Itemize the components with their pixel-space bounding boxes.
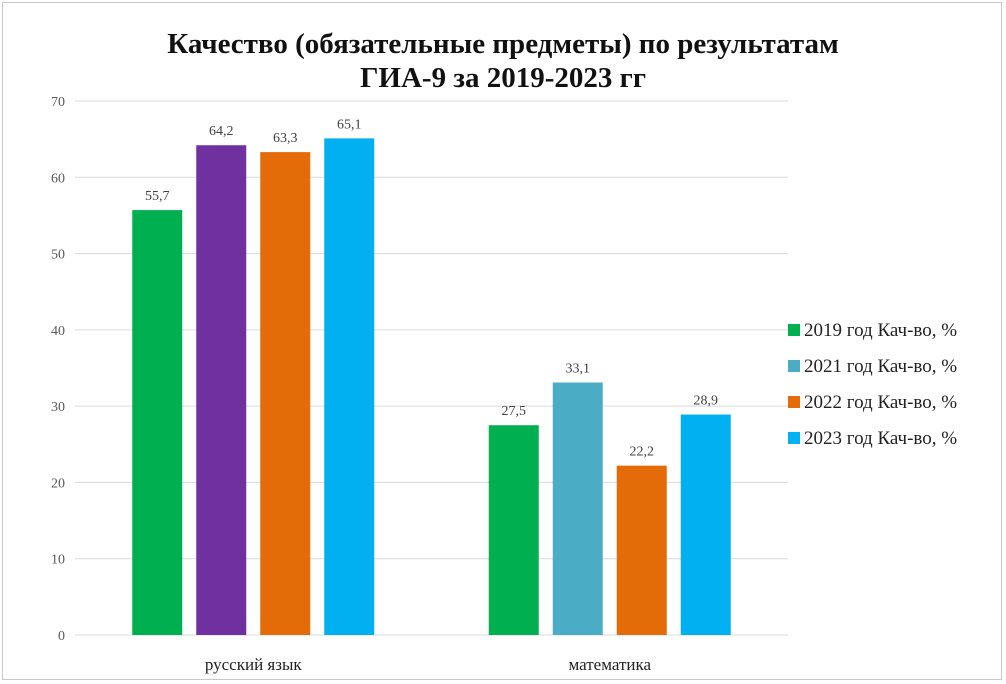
legend-label: 2019 год Кач-во, % bbox=[804, 320, 957, 341]
y-axis-ticks: 0 10 20 30 40 50 60 70 bbox=[51, 95, 65, 644]
bar bbox=[196, 145, 247, 635]
legend-label: 2023 год Кач-во, % bbox=[804, 428, 957, 449]
y-tick-label: 10 bbox=[51, 553, 65, 568]
legend-swatch bbox=[788, 324, 800, 336]
y-tick-label: 30 bbox=[51, 400, 65, 415]
chart-title-line-2: ГИА-9 за 2019-2023 гг bbox=[359, 62, 646, 94]
data-label: 55,7 bbox=[145, 189, 170, 204]
legend-swatch bbox=[788, 432, 800, 444]
legend: 2019 год Кач-во, % 2021 год Кач-во, % 2022… bbox=[788, 320, 957, 449]
x-category-label: математика bbox=[568, 655, 651, 674]
chart-title: Качество (обязательные предметы) по резу… bbox=[3, 27, 1003, 95]
y-tick-label: 70 bbox=[51, 95, 65, 110]
x-axis-categories: русский язык математика bbox=[205, 655, 652, 674]
bar bbox=[132, 210, 183, 636]
legend-label: 2021 год Кач-во, % bbox=[804, 356, 957, 377]
bar bbox=[324, 138, 375, 635]
legend-swatch bbox=[788, 396, 800, 408]
legend-label: 2022 год Кач-во, % bbox=[804, 392, 957, 413]
data-label: 63,3 bbox=[273, 131, 298, 146]
chart-title-line-1: Качество (обязательные предметы) по резу… bbox=[167, 28, 839, 60]
data-label: 28,9 bbox=[694, 394, 719, 409]
data-labels: 55,7 64,2 63,3 65,1 27,5 33,1 22,2 28,9 bbox=[145, 117, 718, 459]
data-label: 64,2 bbox=[209, 124, 234, 139]
bar bbox=[680, 414, 731, 635]
bar bbox=[616, 465, 667, 635]
legend-swatch bbox=[788, 360, 800, 372]
data-label: 22,2 bbox=[630, 445, 655, 460]
plot-area: 0 10 20 30 40 50 60 70 55,7 64,2 63,3 65,1 27,5 33,1… bbox=[51, 95, 957, 674]
bar bbox=[552, 382, 603, 635]
bar bbox=[260, 152, 311, 635]
y-tick-label: 60 bbox=[51, 171, 65, 186]
y-tick-label: 20 bbox=[51, 476, 65, 491]
data-label: 27,5 bbox=[502, 404, 527, 419]
y-tick-label: 40 bbox=[51, 324, 65, 339]
gridlines bbox=[75, 100, 788, 636]
y-tick-label: 0 bbox=[58, 629, 65, 644]
bars bbox=[132, 138, 731, 636]
y-tick-label: 50 bbox=[51, 248, 65, 263]
x-category-label: русский язык bbox=[205, 655, 303, 674]
data-label: 65,1 bbox=[337, 117, 362, 132]
data-label: 33,1 bbox=[566, 361, 591, 376]
bar bbox=[488, 425, 539, 635]
